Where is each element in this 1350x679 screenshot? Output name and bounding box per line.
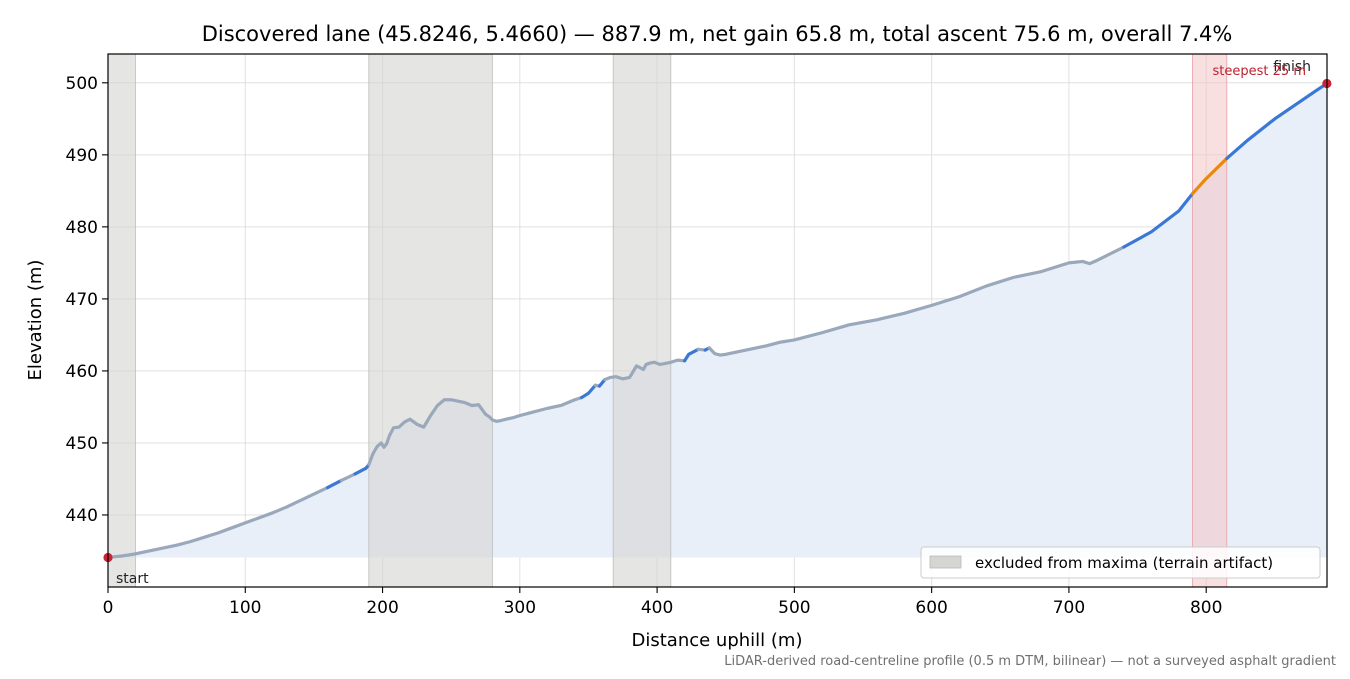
y-tick-label: 460 bbox=[66, 362, 98, 382]
x-tick-label: 800 bbox=[1190, 598, 1222, 618]
legend-label: excluded from maxima (terrain artifact) bbox=[975, 554, 1273, 572]
excluded-region bbox=[368, 53, 493, 588]
profile-segment bbox=[367, 395, 584, 467]
chart-title: Discovered lane (45.8246, 5.4660) — 887.… bbox=[202, 22, 1233, 46]
x-tick-label: 200 bbox=[366, 598, 398, 618]
x-tick-label: 300 bbox=[504, 598, 536, 618]
profile-segment bbox=[1190, 156, 1229, 196]
steepest-label: steepest 25 m bbox=[1213, 64, 1306, 79]
profile-segment bbox=[339, 472, 357, 482]
y-tick-label: 490 bbox=[66, 146, 98, 166]
start-label: start bbox=[116, 571, 149, 587]
x-tick-label: 600 bbox=[915, 598, 947, 618]
finish-label: finish bbox=[1273, 59, 1311, 75]
x-tick-label: 100 bbox=[229, 598, 261, 618]
x-tick-label: 400 bbox=[641, 598, 673, 618]
profile-segment bbox=[108, 486, 330, 560]
profile-segment bbox=[603, 358, 687, 382]
y-tick-label: 480 bbox=[66, 218, 98, 238]
y-axis-ticks: 440 450 460 470 480 490 500 bbox=[66, 74, 108, 526]
steepest-region bbox=[1192, 53, 1228, 588]
legend-swatch bbox=[929, 555, 962, 569]
y-tick-label: 450 bbox=[66, 434, 98, 454]
profile-segment bbox=[682, 347, 700, 363]
x-axis-label: Distance uphill (m) bbox=[632, 630, 803, 651]
profile-lines bbox=[108, 81, 1327, 560]
x-tick-label: 700 bbox=[1053, 598, 1085, 618]
profile-segment bbox=[1122, 192, 1195, 249]
y-tick-label: 470 bbox=[66, 290, 98, 310]
plot-frame bbox=[107, 53, 1328, 588]
excluded-region bbox=[612, 53, 672, 588]
legend: excluded from maxima (terrain artifact) bbox=[920, 546, 1321, 579]
profile-segment bbox=[579, 383, 597, 400]
legend-box bbox=[920, 546, 1321, 579]
profile-segment bbox=[353, 462, 371, 476]
y-tick-label: 440 bbox=[66, 506, 98, 526]
x-tick-label: 500 bbox=[778, 598, 810, 618]
x-axis-ticks: 0 100 200 300 400 500 600 700 800 bbox=[103, 587, 1222, 618]
excluded-region bbox=[107, 53, 136, 588]
footnote: LiDAR-derived road-centreline profile (0… bbox=[724, 654, 1336, 669]
profile-segment bbox=[326, 478, 343, 490]
x-tick-label: 0 bbox=[103, 598, 114, 618]
y-tick-label: 500 bbox=[66, 74, 98, 94]
y-axis-label: Elevation (m) bbox=[25, 260, 46, 381]
profile-segment bbox=[1225, 81, 1327, 161]
steepest-band bbox=[1192, 53, 1228, 588]
profile-segment bbox=[707, 245, 1126, 357]
